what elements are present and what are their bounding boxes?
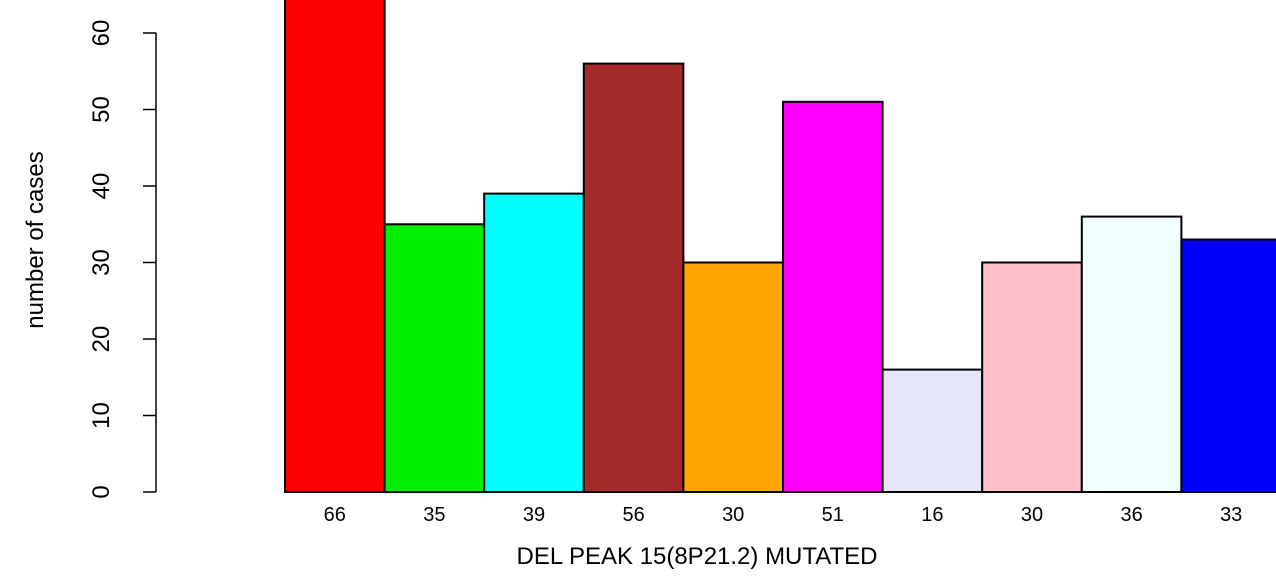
bars-group (284, 0, 1276, 494)
x-tick-label-5: 30 (722, 504, 744, 526)
bar-9 (1080, 215, 1183, 493)
x-tick-label-1: 66 (324, 504, 346, 526)
bar-1 (284, 0, 386, 493)
bar-6 (782, 100, 884, 494)
bar-10 (1180, 238, 1276, 493)
x-tick-label-6: 51 (822, 504, 844, 526)
x-tick-label-10: 33 (1220, 504, 1242, 526)
y-tick-label-30: 30 (88, 249, 115, 276)
x-tick-label-9: 36 (1120, 504, 1142, 526)
bar-8 (981, 261, 1083, 493)
x-tick-label-3: 39 (523, 504, 545, 526)
x-tick-label-4: 56 (622, 504, 644, 526)
x-axis-label: DEL PEAK 15(8P21.2) MUTATED (516, 543, 877, 570)
y-axis-label: number of cases (22, 151, 49, 328)
bar-5 (682, 261, 785, 493)
y-tick-label-40: 40 (88, 173, 115, 200)
bar-7 (881, 368, 984, 494)
bar-3 (483, 192, 585, 493)
y-tick-label-50: 50 (88, 96, 115, 123)
x-tick-label-7: 16 (921, 504, 943, 526)
y-tick-label-10: 10 (88, 402, 115, 429)
x-tick-labels: 66 35 39 56 30 51 16 30 36 33 (324, 504, 1243, 526)
y-tick-label-20: 20 (88, 326, 115, 353)
x-tick-label-8: 30 (1021, 504, 1043, 526)
x-tick-label-2: 35 (423, 504, 445, 526)
y-tick-label-60: 60 (88, 20, 115, 47)
bar-2 (383, 223, 486, 494)
y-axis: 0 10 20 30 40 50 60 (88, 20, 157, 499)
y-tick-label-0: 0 (88, 485, 115, 498)
bar-4 (582, 62, 685, 493)
